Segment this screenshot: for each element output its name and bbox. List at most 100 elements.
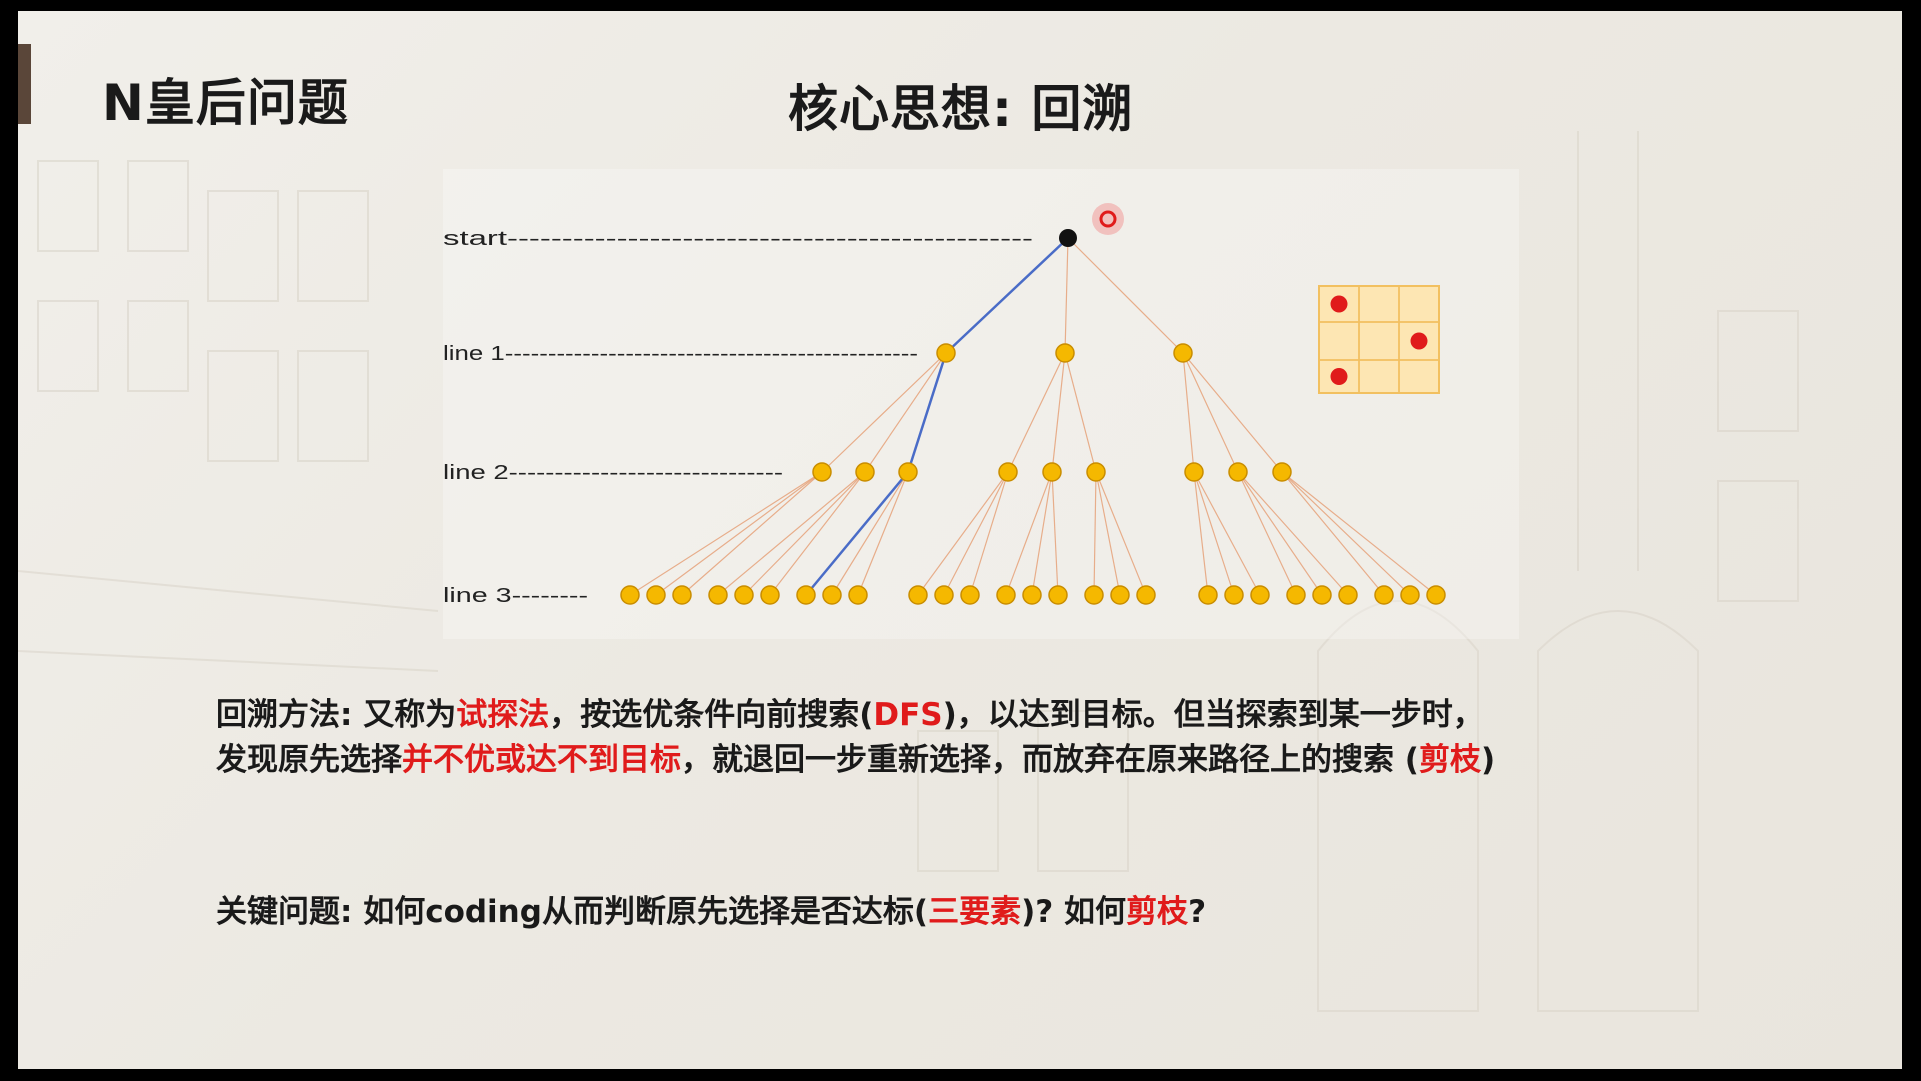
line3-node: [1338, 585, 1358, 605]
line2-node: [812, 462, 832, 482]
explanation-line-2-segment: ): [1480, 742, 1496, 778]
level-label: line 3--------: [443, 585, 588, 607]
line1-node: [1055, 343, 1075, 363]
tree-edge: [681, 471, 823, 596]
level-label: line 2------------------------------: [443, 462, 783, 484]
line3-node: [1022, 585, 1042, 605]
tree-edge: [1031, 471, 1053, 596]
tree-edge: [1182, 352, 1239, 473]
line1-node: [1173, 343, 1193, 363]
explanation-line-2-segment: 发现原先选择: [216, 742, 402, 778]
line3-node: [822, 585, 842, 605]
explanation-line-2-segment-highlight: 并不优或达不到目标: [402, 742, 681, 778]
line3-node: [1286, 585, 1306, 605]
line3-node: [1224, 585, 1244, 605]
tree-edge: [1093, 471, 1097, 596]
line3-node: [1312, 585, 1332, 605]
tree-edge: [629, 471, 823, 596]
tree-edge: [1237, 471, 1297, 596]
board-cell: [1398, 359, 1440, 394]
line3-node: [646, 585, 666, 605]
tree-edge: [1064, 352, 1097, 473]
tree-edge: [769, 471, 866, 596]
tree-edge: [1237, 471, 1349, 596]
key-question-segment-highlight: 三要素: [928, 894, 1022, 930]
tree-edge: [917, 471, 1009, 596]
tree-edge: [821, 352, 947, 473]
line2-node: [1228, 462, 1248, 482]
line3-node: [760, 585, 780, 605]
tree-edge: [1281, 471, 1385, 596]
line3-node: [996, 585, 1016, 605]
line3-node: [1110, 585, 1130, 605]
key-question: 关键问题: 如何coding从而判断原先选择是否达标(三要素)? 如何剪枝?: [216, 886, 1206, 931]
queen-marker: [1330, 368, 1348, 385]
line2-node: [1042, 462, 1062, 482]
explanation-line-1-segment: 回溯方法: 又称为: [216, 697, 457, 733]
line3-node: [934, 585, 954, 605]
tree-edge: [1005, 471, 1053, 596]
line3-node: [960, 585, 980, 605]
tree-edge: [969, 471, 1009, 596]
queen-marker: [1330, 295, 1348, 313]
explanation-line-2: 发现原先选择并不优或达不到目标，就退回一步重新选择，而放弃在原来路径上的搜索 (…: [216, 734, 1495, 779]
line3-node: [1426, 585, 1446, 605]
line3-node: [734, 585, 754, 605]
line2-node: [898, 462, 918, 482]
line3-node: [1400, 585, 1420, 605]
explanation-line-1: 回溯方法: 又称为试探法，按选优条件向前搜索(DFS)，以达到目标。但当探索到某…: [216, 689, 1484, 734]
tree-edge: [655, 471, 823, 596]
line2-node: [998, 462, 1018, 482]
key-question-segment: )? 如何: [1021, 894, 1127, 930]
line3-node: [796, 585, 816, 605]
line3-node: [1136, 585, 1156, 605]
root-node: [1059, 229, 1077, 247]
tree-edge: [1182, 352, 1283, 473]
tree-edge: [1182, 352, 1195, 473]
tree-edge: [1281, 471, 1437, 596]
tree-edge: [1051, 352, 1066, 473]
backtracking-tree: start-----------------------------------…: [443, 203, 1446, 607]
key-question-segment-highlight: 剪枝: [1126, 894, 1189, 930]
line3-node: [848, 585, 868, 605]
tree-edge: [1064, 237, 1069, 354]
tree-edge: [1007, 352, 1066, 473]
line2-node: [1184, 462, 1204, 482]
level-label: line 1----------------------------------…: [443, 343, 918, 365]
key-question-segment: 关键问题: 如何coding从而判断原先选择是否达标(: [216, 894, 929, 930]
explanation-line-1-segment: )，以达到目标。但当探索到某一步时，: [942, 697, 1484, 733]
line3-node: [908, 585, 928, 605]
pointer-marker: [1092, 203, 1124, 235]
tree-edge: [743, 471, 866, 596]
line3-node: [1048, 585, 1068, 605]
tree-edge: [1095, 471, 1147, 596]
explanation-line-1-segment-highlight: DFS: [873, 697, 943, 733]
queen-marker: [1410, 332, 1428, 350]
tree-edge: [1281, 471, 1411, 596]
line1-node: [936, 343, 956, 363]
tree-edge: [943, 471, 1009, 596]
search-path-edge: [945, 237, 1069, 354]
line2-node: [1272, 462, 1292, 482]
level-label: start-----------------------------------…: [443, 228, 1033, 250]
tree-edge: [1193, 471, 1261, 596]
tree-edge: [864, 352, 947, 473]
tree-edge: [1051, 471, 1059, 596]
explanation-line-2-segment: ，就退回一步重新选择，而放弃在原来路径上的搜索 (: [681, 742, 1419, 778]
slide-title: N皇后问题: [102, 74, 349, 132]
line3-node: [1250, 585, 1270, 605]
explanation-line-1-segment: ，按选优条件向前搜索(: [549, 697, 874, 733]
line3-node: [1084, 585, 1104, 605]
slide-heading: 核心思想: 回溯: [788, 80, 1134, 138]
tree-edge: [1095, 471, 1121, 596]
tree-edge: [1237, 471, 1323, 596]
search-path-edge: [805, 471, 909, 596]
line3-node: [708, 585, 728, 605]
explanation-line-1-segment-highlight: 试探法: [456, 697, 550, 733]
line3-node: [1374, 585, 1394, 605]
title-accent-bar: [18, 44, 31, 124]
line2-node: [1086, 462, 1106, 482]
line3-node: [620, 585, 640, 605]
tree-edge: [1067, 237, 1184, 354]
tree-edge: [831, 471, 909, 596]
